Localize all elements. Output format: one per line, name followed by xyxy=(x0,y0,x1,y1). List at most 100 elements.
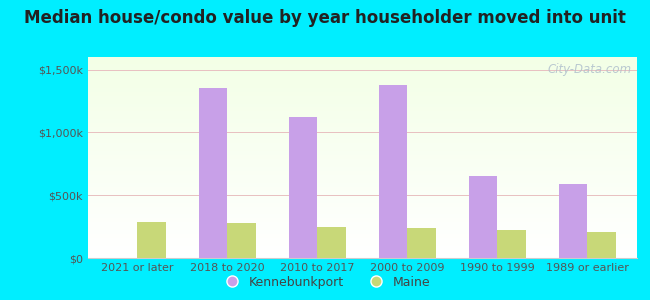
Bar xyxy=(88,193,637,194)
Bar xyxy=(88,239,637,240)
Bar xyxy=(88,224,637,225)
Bar xyxy=(88,74,637,75)
Bar xyxy=(88,232,637,233)
Bar xyxy=(88,124,637,125)
Bar xyxy=(289,117,317,258)
Bar xyxy=(88,65,637,66)
Bar xyxy=(88,137,637,138)
Bar xyxy=(88,96,637,97)
Bar xyxy=(88,103,637,104)
Bar xyxy=(88,242,637,243)
Bar xyxy=(88,127,637,128)
Bar xyxy=(88,149,637,151)
Bar xyxy=(88,187,637,188)
Bar xyxy=(88,166,637,167)
Bar xyxy=(88,62,637,63)
Bar xyxy=(88,182,637,183)
Bar xyxy=(88,123,637,124)
Bar xyxy=(137,222,166,258)
Bar xyxy=(88,116,637,117)
Bar xyxy=(88,233,637,234)
Bar xyxy=(88,207,637,208)
Bar xyxy=(88,231,637,232)
Bar xyxy=(88,195,637,196)
Bar xyxy=(88,206,637,207)
Bar xyxy=(88,67,637,68)
Bar xyxy=(88,238,637,239)
Bar xyxy=(88,85,637,86)
Bar xyxy=(88,252,637,253)
Text: City-Data.com: City-Data.com xyxy=(547,63,632,76)
Bar xyxy=(88,100,637,101)
Bar xyxy=(88,104,637,105)
Bar xyxy=(88,219,637,220)
Bar xyxy=(88,108,637,109)
Bar xyxy=(88,184,637,186)
Bar xyxy=(88,178,637,180)
Bar xyxy=(88,91,637,92)
Bar xyxy=(88,169,637,170)
Bar xyxy=(88,77,637,78)
Bar xyxy=(88,111,637,112)
Bar xyxy=(88,78,637,79)
Bar xyxy=(88,106,637,107)
Bar xyxy=(88,217,637,218)
Bar xyxy=(408,228,436,258)
Bar xyxy=(88,171,637,172)
Bar xyxy=(88,212,637,213)
Bar xyxy=(88,128,637,129)
Bar xyxy=(88,213,637,214)
Bar xyxy=(88,81,637,82)
Bar xyxy=(88,175,637,176)
Bar xyxy=(88,215,637,216)
Text: Median house/condo value by year householder moved into unit: Median house/condo value by year househo… xyxy=(24,9,626,27)
Bar xyxy=(88,192,637,193)
Bar xyxy=(88,236,637,237)
Bar xyxy=(88,141,637,142)
Bar xyxy=(88,209,637,210)
Bar xyxy=(88,196,637,197)
Bar xyxy=(88,229,637,230)
Bar xyxy=(88,140,637,141)
Legend: Kennebunkport, Maine: Kennebunkport, Maine xyxy=(214,271,436,294)
Bar xyxy=(88,143,637,144)
Bar xyxy=(588,232,616,258)
Bar xyxy=(88,255,637,256)
Bar xyxy=(88,201,637,202)
Bar xyxy=(88,146,637,147)
Bar xyxy=(88,144,637,145)
Bar xyxy=(88,205,637,206)
Bar xyxy=(88,122,637,123)
Bar xyxy=(88,160,637,161)
Bar xyxy=(88,66,637,67)
Bar xyxy=(88,174,637,175)
Bar xyxy=(88,244,637,245)
Bar xyxy=(88,152,637,154)
Bar xyxy=(317,227,346,258)
Bar xyxy=(88,176,637,177)
Bar xyxy=(88,198,637,199)
Bar xyxy=(88,225,637,226)
Bar xyxy=(88,72,637,73)
Bar xyxy=(88,163,637,164)
Bar xyxy=(88,230,637,231)
Bar xyxy=(88,157,637,158)
Bar xyxy=(88,186,637,187)
Bar xyxy=(88,69,637,70)
Bar xyxy=(88,109,637,110)
Bar xyxy=(198,88,228,258)
Bar xyxy=(88,164,637,166)
Bar xyxy=(88,226,637,227)
Bar xyxy=(88,87,637,88)
Bar xyxy=(88,210,637,211)
Bar xyxy=(88,115,637,116)
Bar xyxy=(88,189,637,190)
Bar xyxy=(88,142,637,143)
Bar xyxy=(88,247,637,248)
Bar xyxy=(88,70,637,71)
Bar xyxy=(88,107,637,108)
Bar xyxy=(88,204,637,205)
Bar xyxy=(88,119,637,120)
Bar xyxy=(88,199,637,200)
Bar xyxy=(88,112,637,113)
